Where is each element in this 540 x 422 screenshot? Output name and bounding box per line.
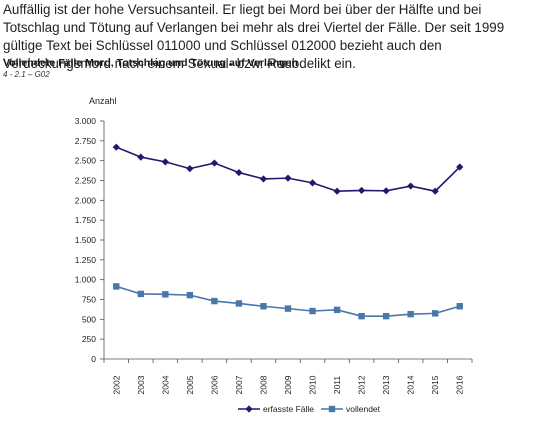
y-tick-label: 1.250 bbox=[75, 255, 97, 265]
data-point-erfasste-fälle bbox=[161, 158, 169, 166]
series-lines bbox=[115, 146, 461, 317]
x-tick-label: 2015 bbox=[430, 375, 440, 394]
data-point-erfasste-fälle bbox=[407, 182, 415, 190]
data-point-erfasste-fälle bbox=[431, 187, 439, 195]
data-point-erfasste-fälle bbox=[308, 179, 317, 187]
y-tick-labels: 0 250 500 750 1.000 1.250 1.500 1.750 2.000 2.250… bbox=[75, 116, 97, 364]
data-point-vollendet bbox=[309, 307, 316, 315]
legend-marker-vollendet bbox=[328, 405, 336, 413]
y-tick-label: 2.750 bbox=[75, 136, 97, 146]
data-point-erfasste-fälle bbox=[358, 186, 366, 195]
y-tick-label: 2.250 bbox=[75, 176, 97, 186]
y-tick-label: 250 bbox=[82, 334, 96, 344]
data-point-erfasste-fälle bbox=[137, 153, 145, 161]
data-point-vollendet bbox=[113, 283, 120, 290]
data-point-vollendet bbox=[358, 312, 365, 320]
y-tick-label: 750 bbox=[82, 295, 96, 305]
series-line-erfasste-fälle bbox=[115, 146, 461, 193]
data-point-vollendet bbox=[211, 297, 218, 305]
x-tick-label: 2014 bbox=[406, 375, 416, 394]
data-point-erfasste-fälle bbox=[210, 159, 218, 167]
x-tick-label: 2013 bbox=[381, 375, 391, 394]
chart-title: Vollendete Fälle Mord, Totschlag und Töt… bbox=[3, 57, 298, 69]
y-tick-label: 1.750 bbox=[75, 215, 97, 225]
x-tick-label: 2009 bbox=[283, 375, 293, 394]
x-tick-label: 2003 bbox=[136, 375, 146, 394]
y-tick-label: 2.000 bbox=[75, 195, 97, 205]
x-tick-label: 2016 bbox=[455, 375, 465, 394]
axes bbox=[100, 120, 473, 363]
data-point-vollendet bbox=[284, 305, 292, 312]
y-tick-label: 1.500 bbox=[75, 235, 97, 245]
x-tick-label: 2002 bbox=[111, 375, 121, 394]
data-point-vollendet bbox=[456, 303, 463, 310]
chart-subtitle: 4 - 2.1 – G02 bbox=[3, 70, 50, 79]
data-point-vollendet bbox=[382, 312, 390, 320]
y-tick-label: 1.000 bbox=[75, 275, 97, 285]
x-tick-label: 2012 bbox=[357, 375, 367, 394]
y-tick-label: 3.000 bbox=[75, 116, 97, 126]
y-tick-label: 0 bbox=[91, 354, 96, 364]
data-point-vollendet bbox=[260, 303, 267, 310]
legend-label-vollendet: vollendet bbox=[346, 404, 381, 414]
data-point-erfasste-fälle bbox=[284, 174, 292, 182]
legend: erfasste Fälle vollendet bbox=[238, 404, 381, 414]
data-point-vollendet bbox=[432, 310, 439, 317]
data-point-vollendet bbox=[186, 291, 194, 299]
x-tick-label: 2004 bbox=[160, 375, 170, 394]
series-markers bbox=[112, 143, 464, 320]
data-point-erfasste-fälle bbox=[456, 163, 464, 171]
legend-marker-erfasste-fälle bbox=[245, 405, 253, 413]
data-point-vollendet bbox=[235, 300, 243, 307]
data-point-erfasste-fälle bbox=[259, 175, 268, 183]
legend-label-erfasste-fälle: erfasste Fälle bbox=[263, 404, 314, 414]
intro-paragraph: Auffällig ist der hohe Versuchsanteil. E… bbox=[3, 2, 505, 71]
x-tick-label: 2010 bbox=[308, 375, 318, 394]
x-tick-label: 2011 bbox=[332, 376, 342, 395]
data-point-erfasste-fälle bbox=[333, 187, 341, 195]
y-tick-label: 2.500 bbox=[75, 156, 97, 166]
x-tick-label: 2006 bbox=[209, 375, 219, 394]
data-point-erfasste-fälle bbox=[235, 168, 243, 177]
data-point-erfasste-fälle bbox=[186, 165, 194, 173]
x-tick-label: 2008 bbox=[258, 375, 268, 394]
data-point-erfasste-fälle bbox=[112, 143, 120, 151]
data-point-vollendet bbox=[137, 290, 144, 298]
x-tick-label: 2005 bbox=[185, 375, 195, 394]
data-point-vollendet bbox=[333, 306, 341, 314]
data-point-erfasste-fälle bbox=[382, 187, 390, 195]
x-tick-labels: 2002 2003 2004 2005 2006 2007 2008 2009 2010 2011… bbox=[111, 375, 464, 394]
data-point-vollendet bbox=[407, 310, 414, 318]
data-point-vollendet bbox=[162, 291, 169, 298]
y-tick-label: 500 bbox=[82, 314, 96, 324]
y-axis-label: Anzahl bbox=[89, 96, 117, 106]
x-tick-label: 2007 bbox=[234, 375, 244, 394]
